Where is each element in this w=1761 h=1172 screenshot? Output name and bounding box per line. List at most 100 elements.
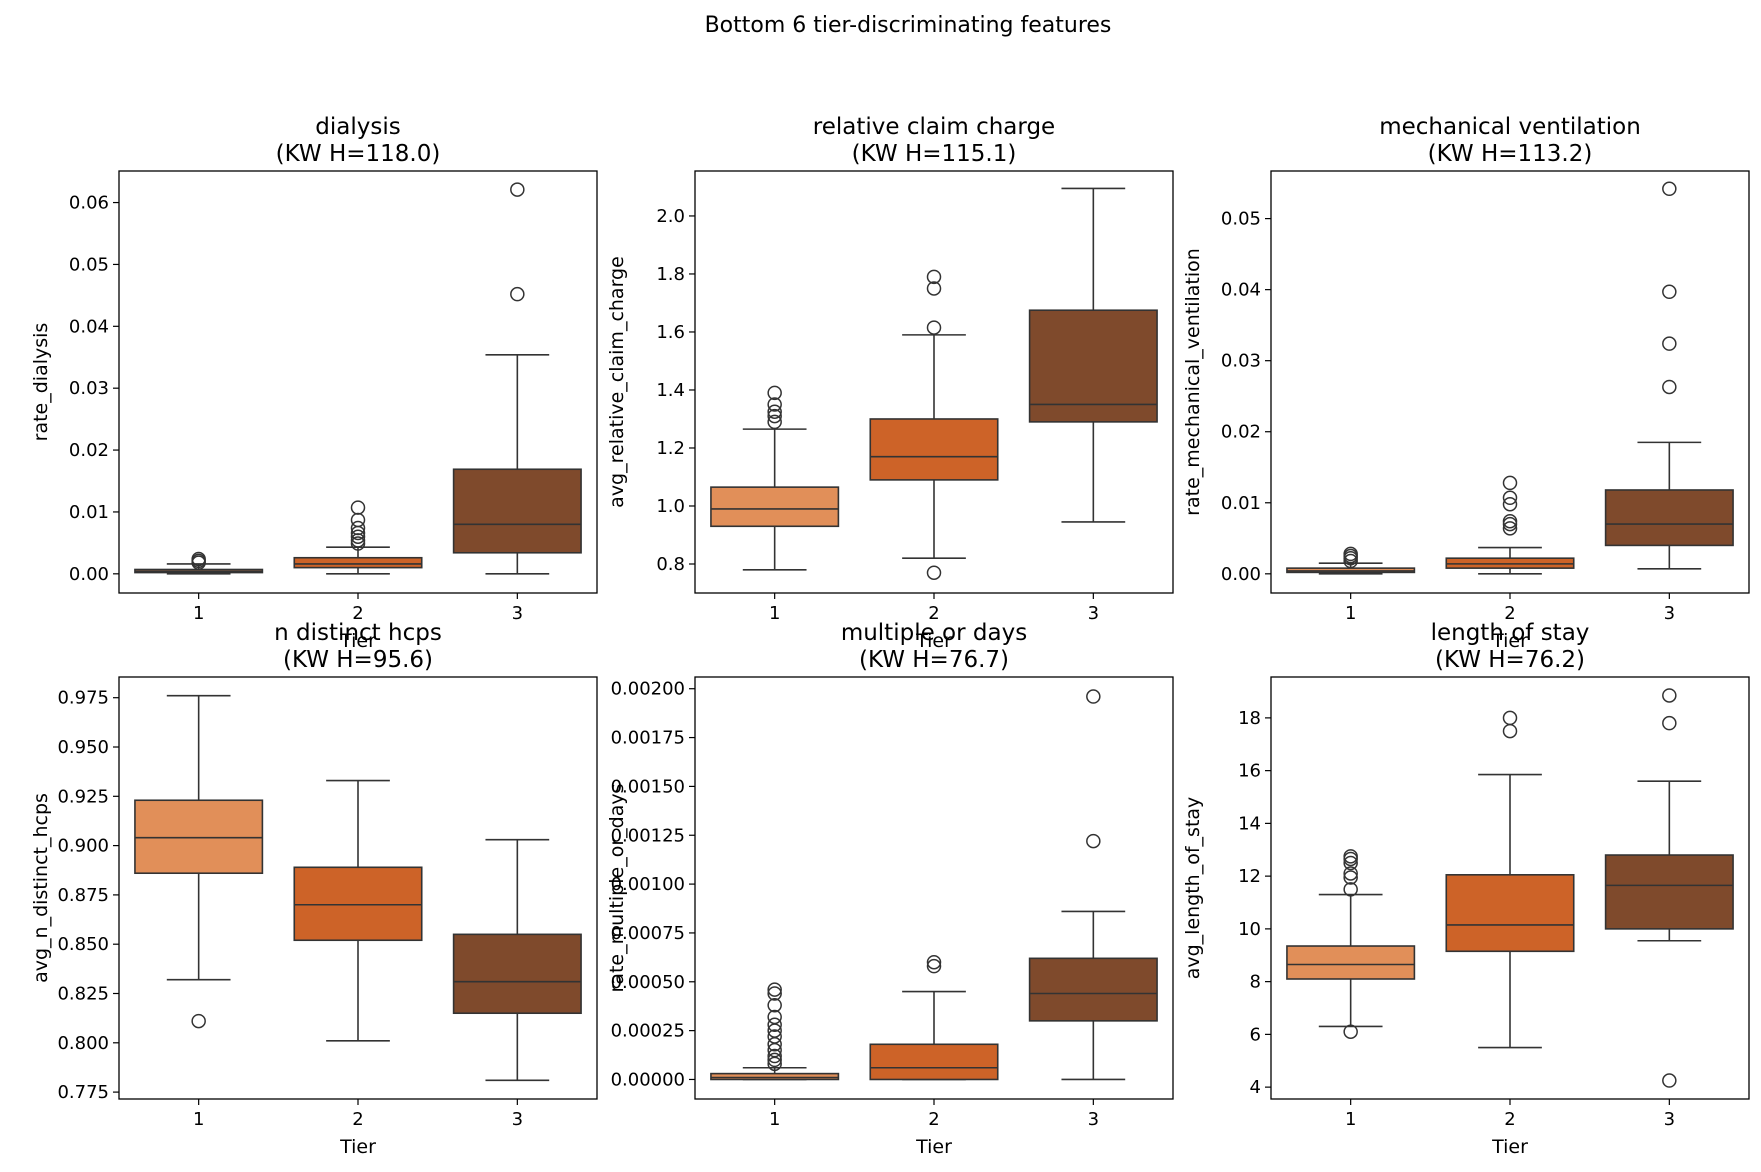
outlier-point	[1662, 715, 1677, 731]
outlier-point	[191, 551, 206, 567]
outlier-point	[1502, 521, 1518, 536]
y-tick-label: 0.04	[1221, 280, 1261, 301]
panel-title: length of stay	[1431, 620, 1590, 646]
y-tick-label: 0.00000	[611, 1069, 685, 1090]
panel-subtitle: (KW H=76.2)	[1435, 647, 1585, 673]
y-tick-label: 0.825	[57, 984, 109, 1005]
panel-title: relative claim charge	[813, 114, 1055, 140]
outlier-point	[1662, 336, 1677, 351]
outlier-point	[350, 500, 366, 515]
box-iqr	[134, 799, 264, 875]
outlier-point	[1343, 866, 1358, 881]
outlier-point	[767, 986, 782, 1001]
y-tick-label: 0.00025	[611, 1021, 685, 1042]
box-iqr	[869, 418, 999, 481]
outlier-point	[767, 1017, 782, 1033]
y-tick-label: 0.03	[69, 378, 109, 399]
x-axis-label: Tier	[1491, 630, 1528, 652]
box-iqr	[452, 933, 582, 1015]
y-tick-label: 0.03	[1221, 351, 1261, 372]
y-tick-label: 0.00150	[611, 776, 685, 797]
outlier-point	[1502, 490, 1518, 506]
y-tick-label: 0.01	[1221, 493, 1261, 514]
x-tick-label: 1	[769, 603, 780, 624]
x-tick-label: 3	[1088, 1109, 1099, 1130]
outlier-point	[191, 1013, 206, 1029]
x-tick-label: 2	[1504, 603, 1515, 624]
x-axis-label: Tier	[339, 1136, 376, 1158]
y-axis-label: avg_n_distinct_hcps	[30, 793, 52, 983]
box-iqr	[710, 1072, 840, 1081]
y-tick-label: 0.00100	[611, 874, 685, 895]
y-tick-label: 0.02	[69, 440, 109, 461]
outlier-point	[350, 512, 366, 528]
y-tick-label: 0.00	[1221, 564, 1261, 585]
y-tick-label: 4	[1250, 1077, 1261, 1098]
outlier-point	[1343, 1024, 1358, 1039]
x-tick-label: 3	[1088, 603, 1099, 624]
y-tick-label: 14	[1238, 813, 1261, 834]
y-axis-label: rate_mechanical_ventilation	[1182, 248, 1204, 516]
y-tick-label: 0.00125	[611, 825, 685, 846]
outlier-point	[926, 958, 942, 974]
box-iqr	[1286, 945, 1416, 980]
y-tick-label: 0.950	[57, 737, 109, 758]
y-tick-label: 0.04	[69, 316, 109, 337]
figure-title: Bottom 6 tier-discriminating features	[705, 13, 1112, 38]
outlier-point	[1502, 496, 1518, 512]
y-tick-label: 0.900	[57, 836, 109, 857]
y-tick-label: 0.800	[57, 1033, 109, 1054]
box-iqr	[293, 556, 423, 569]
y-tick-label: 0.925	[57, 786, 109, 807]
outlier-point	[926, 565, 942, 580]
box-tier-3	[1604, 688, 1734, 1088]
box-tier-1	[710, 982, 840, 1081]
panel-3: mechanical ventilation(KW H=113.2) 0.00 0.…	[1182, 114, 1750, 652]
x-tick-label: 1	[1345, 1109, 1356, 1130]
panel-title: mechanical ventilation	[1379, 114, 1641, 140]
outlier-point	[767, 385, 782, 401]
box-tier-1	[1286, 546, 1416, 575]
x-axis-label: Tier	[915, 1136, 952, 1158]
outlier-point	[1502, 723, 1518, 739]
panel-title: n distinct hcps	[274, 620, 442, 646]
y-tick-label: 8	[1250, 972, 1261, 993]
y-tick-label: 0.02	[1221, 422, 1261, 443]
outlier-point	[350, 529, 366, 544]
panels: dialysis(KW H=118.0) 0.00 0.01 0.02 0.03 0.04…	[30, 114, 1750, 1158]
y-tick-label: 1.6	[656, 322, 685, 343]
box-tier-1	[134, 694, 264, 1029]
outlier-point	[1343, 849, 1358, 864]
outlier-point	[1662, 284, 1677, 300]
x-tick-label: 3	[512, 603, 523, 624]
axes-frame	[118, 676, 598, 1100]
box-tier-1	[710, 385, 840, 571]
y-tick-label: 0.00050	[611, 972, 685, 993]
y-tick-label: 0.875	[57, 885, 109, 906]
outlier-point	[510, 286, 525, 302]
x-tick-label: 2	[928, 603, 939, 624]
x-tick-label: 2	[352, 1109, 363, 1130]
panel-title: multiple or days	[841, 620, 1027, 646]
x-tick-label: 1	[193, 1109, 204, 1130]
box-tier-3	[1604, 181, 1734, 570]
box-tier-2	[293, 500, 423, 575]
y-tick-label: 12	[1238, 866, 1261, 887]
outlier-point	[510, 182, 525, 197]
y-axis-label: rate_dialysis	[30, 323, 52, 442]
outlier-point	[1662, 379, 1677, 395]
y-tick-label: 0.05	[69, 254, 109, 275]
y-tick-label: 0.01	[69, 502, 109, 523]
panel-subtitle: (KW H=115.1)	[852, 141, 1017, 167]
box-iqr	[1604, 489, 1734, 547]
x-tick-label: 3	[1664, 603, 1675, 624]
panel-subtitle: (KW H=95.6)	[283, 647, 433, 673]
x-tick-label: 2	[1504, 1109, 1515, 1130]
outlier-point	[767, 1048, 782, 1064]
outlier-point	[926, 269, 942, 285]
y-tick-label: 18	[1238, 708, 1261, 729]
y-tick-label: 1.4	[656, 380, 685, 401]
x-axis-label: Tier	[915, 630, 952, 652]
